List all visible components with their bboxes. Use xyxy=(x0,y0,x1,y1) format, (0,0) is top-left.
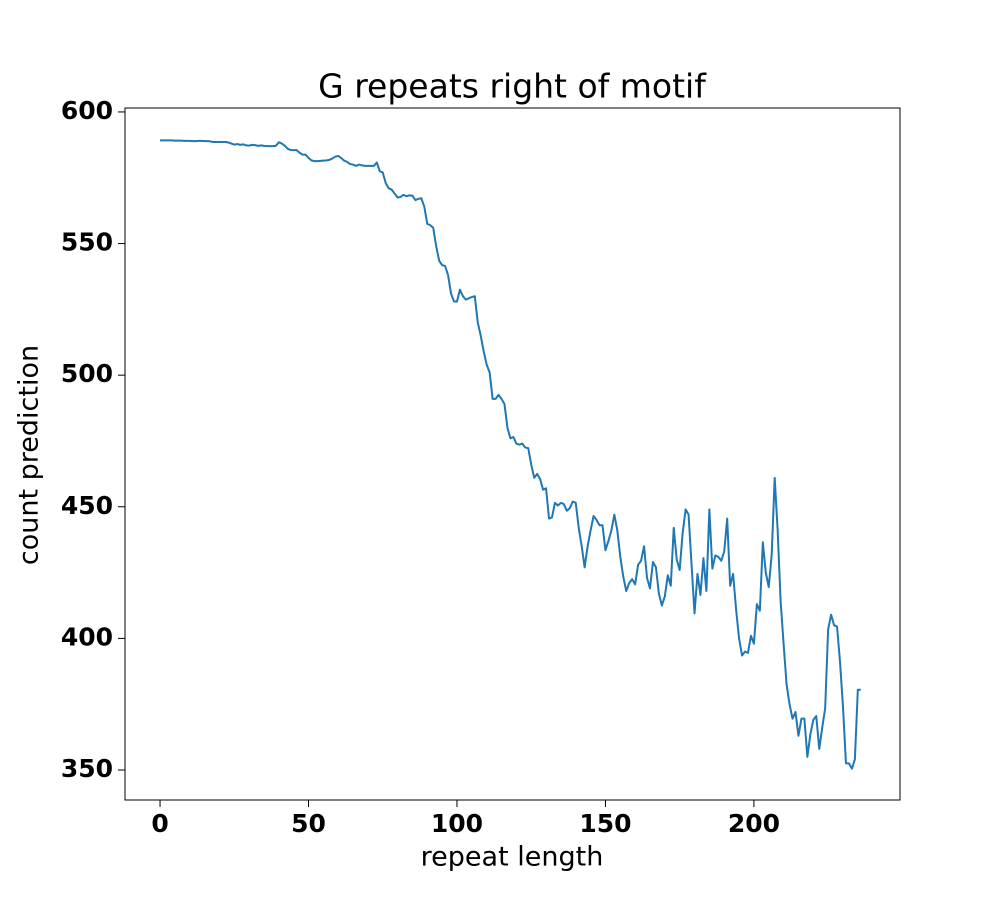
y-tick-label: 400 xyxy=(61,622,113,651)
chart-title: G repeats right of motif xyxy=(318,67,707,106)
y-tick-label: 350 xyxy=(61,754,113,783)
x-axis-label: repeat length xyxy=(421,842,604,873)
y-tick-label: 550 xyxy=(61,228,113,257)
x-tick-label: 0 xyxy=(151,809,168,838)
data-line xyxy=(160,139,861,770)
y-tick-label: 500 xyxy=(61,359,113,388)
x-tick-label: 100 xyxy=(431,809,483,838)
x-tick-label: 150 xyxy=(579,809,631,838)
plot-frame xyxy=(124,107,901,801)
x-tick-label: 200 xyxy=(728,809,780,838)
y-tick-label: 600 xyxy=(61,96,113,125)
y-axis-label: count prediction xyxy=(14,345,45,565)
y-tick-label: 450 xyxy=(61,491,113,520)
x-tick-label: 50 xyxy=(291,809,326,838)
